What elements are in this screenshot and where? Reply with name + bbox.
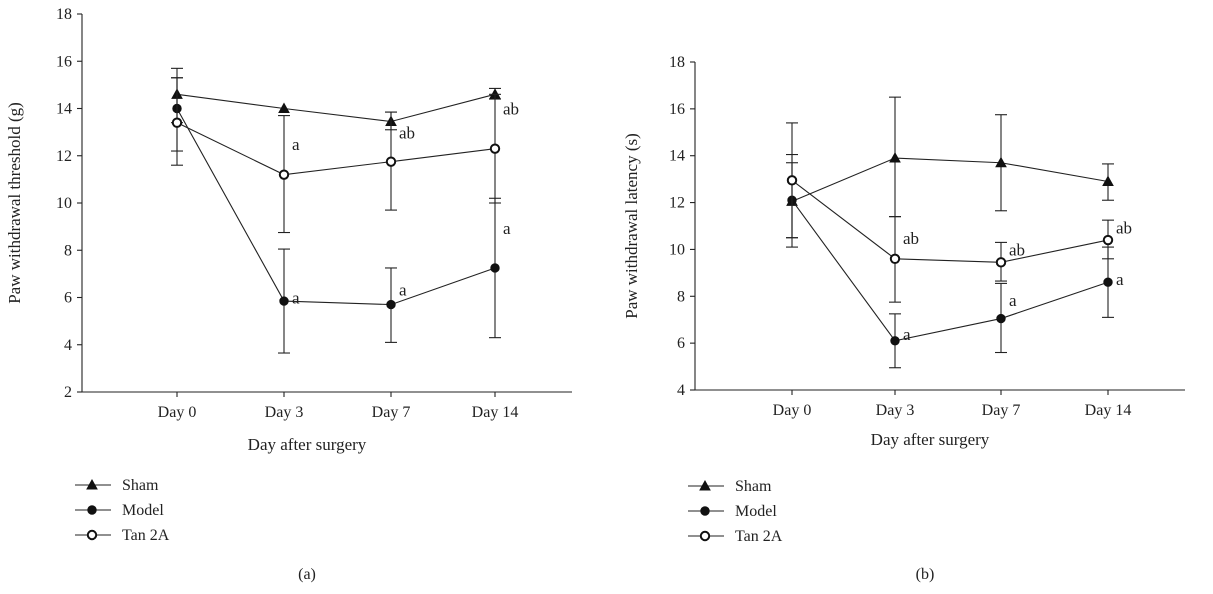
data-point [489, 143, 501, 154]
chart-panel-b: 4 6 8 10 12 14 16 18 Day 0 Day 3 Day 7 Day 14 Day af… [622, 54, 1185, 583]
legend: Sham Model Tan 2A [688, 478, 783, 545]
x-axis-title: Day after surgery [248, 435, 367, 454]
data-point [995, 257, 1007, 268]
y-tick-label: 12 [669, 195, 685, 212]
series-tan-2a [171, 77, 501, 234]
y-tick-label: 16 [669, 101, 685, 118]
data-point [889, 152, 901, 163]
data-point [490, 263, 500, 273]
legend-marker [700, 506, 710, 516]
legend-marker [699, 479, 711, 491]
series-sham [786, 96, 1114, 239]
series-line [176, 122, 496, 176]
data-point [1102, 234, 1114, 246]
x-tick-label: Day 3 [265, 404, 304, 421]
x-tick-label: Day 0 [158, 404, 197, 421]
legend-label: Sham [122, 477, 159, 494]
legend-marker [699, 530, 711, 542]
y-tick-label: 16 [56, 53, 72, 70]
series-line [791, 179, 1109, 263]
legend-marker [86, 478, 98, 490]
legend: Sham Model Tan 2A [75, 477, 170, 544]
y-tick-label: 6 [677, 335, 685, 352]
significance-label: a [1009, 291, 1017, 310]
y-tick-label: 12 [56, 148, 72, 165]
data-point [278, 102, 290, 113]
y-tick-label: 10 [56, 195, 72, 212]
legend-label: Tan 2A [735, 528, 783, 545]
significance-label: a [399, 280, 407, 299]
y-tick-label: 10 [669, 241, 685, 258]
x-tick-label: Day 3 [876, 402, 915, 419]
panel-label: (b) [916, 566, 935, 583]
series-tan-2a [786, 122, 1114, 303]
legend-label: Tan 2A [122, 527, 170, 544]
data-point [1103, 277, 1113, 287]
chart-panel-a: 2 4 6 8 10 12 14 16 18 Day 0 Day 3 Day 7 Day 14 Day a… [5, 6, 572, 583]
x-tick-label: Day 14 [1085, 402, 1132, 419]
panel-label: (a) [298, 566, 316, 583]
legend-label: Model [122, 502, 164, 519]
significance-label: ab [399, 123, 415, 142]
y-tick-label: 6 [64, 290, 72, 307]
x-axis-title: Day after surgery [871, 430, 990, 449]
significance-label: a [292, 135, 300, 154]
y-tick-label: 14 [669, 148, 685, 165]
significance-label: a [503, 219, 511, 238]
y-tick-label: 14 [56, 101, 72, 118]
data-point [278, 169, 290, 180]
series-sham [171, 67, 501, 131]
x-tick-label: Day 7 [372, 404, 411, 421]
y-tick-label: 18 [669, 54, 685, 71]
significance-label: ab [903, 229, 919, 248]
series-line [176, 108, 496, 306]
significance-label: ab [1009, 241, 1025, 260]
series-line [791, 157, 1109, 202]
data-point [996, 313, 1006, 324]
series-line [176, 93, 496, 123]
data-point [786, 175, 798, 186]
data-point [1102, 175, 1114, 186]
data-point [385, 156, 397, 167]
legend-label: Model [735, 503, 777, 520]
data-point [279, 296, 289, 306]
y-tick-label: 4 [677, 382, 685, 399]
significance-label: a [292, 289, 300, 308]
legend-marker [86, 529, 98, 541]
series-model [786, 162, 1114, 369]
legend-label: Sham [735, 478, 772, 495]
y-axis-title: Paw withdrawal threshold (g) [5, 102, 24, 304]
data-point [171, 117, 183, 128]
significance-label: a [903, 325, 911, 344]
x-tick-label: Day 14 [472, 404, 519, 421]
data-point [995, 156, 1007, 168]
significance-label: a [1116, 270, 1124, 289]
y-tick-label: 4 [64, 337, 72, 354]
y-tick-label: 2 [64, 384, 72, 401]
y-tick-label: 8 [677, 288, 685, 305]
y-tick-label: 18 [56, 6, 72, 23]
significance-label: ab [503, 100, 519, 119]
x-tick-label: Day 0 [773, 402, 812, 419]
significance-label: ab [1116, 218, 1132, 237]
data-point [386, 299, 396, 310]
series-model [171, 77, 501, 354]
data-point [889, 253, 901, 264]
y-tick-label: 8 [64, 242, 72, 259]
data-point [890, 336, 900, 346]
series-line [791, 199, 1109, 342]
x-tick-label: Day 7 [982, 402, 1021, 419]
legend-marker [87, 505, 97, 515]
y-axis-title: Paw withdrawal latency (s) [622, 133, 641, 319]
